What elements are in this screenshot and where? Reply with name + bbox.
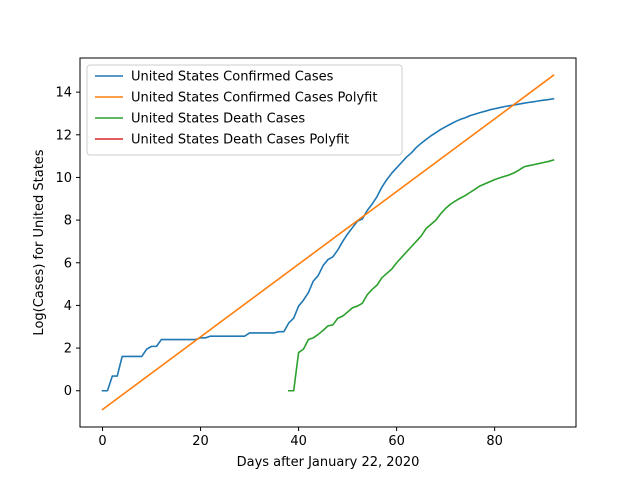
series-line-0 bbox=[101, 97, 555, 392]
y-tick-label: 6 bbox=[64, 256, 72, 271]
series-group bbox=[101, 74, 555, 411]
x-axis: 0 20 40 60 80 bbox=[98, 427, 503, 449]
y-tick-label: 8 bbox=[64, 214, 72, 229]
y-tick-label: 14 bbox=[55, 86, 72, 101]
plot-area bbox=[79, 57, 577, 428]
x-tick-label: 0 bbox=[98, 434, 106, 449]
x-tick-label: 40 bbox=[290, 434, 307, 449]
y-tick-label: 12 bbox=[55, 128, 72, 143]
legend: United States Confirmed Cases United Stat… bbox=[86, 64, 403, 156]
legend-label: United States Death Cases bbox=[131, 112, 305, 127]
legend-label: United States Death Cases Polyfit bbox=[131, 133, 349, 148]
x-tick-label: 80 bbox=[486, 434, 503, 449]
series-line-1 bbox=[101, 74, 555, 411]
y-tick-label: 2 bbox=[64, 342, 72, 357]
x-tick-label: 20 bbox=[192, 434, 209, 449]
series-line-2 bbox=[287, 158, 555, 392]
y-tick-label: 0 bbox=[64, 384, 72, 399]
axes-frame bbox=[79, 57, 577, 428]
y-tick-label: 4 bbox=[64, 299, 72, 314]
y-axis: 0 2 4 6 8 10 12 14 bbox=[55, 86, 80, 399]
x-axis-label: Days after January 22, 2020 bbox=[237, 455, 420, 470]
legend-label: United States Confirmed Cases Polyfit bbox=[131, 91, 377, 106]
y-axis-label: Log(Cases) for United States bbox=[32, 149, 47, 335]
x-tick-label: 60 bbox=[388, 434, 405, 449]
legend-box bbox=[86, 64, 403, 156]
y-tick-label: 10 bbox=[55, 171, 72, 186]
legend-label: United States Confirmed Cases bbox=[131, 70, 334, 85]
